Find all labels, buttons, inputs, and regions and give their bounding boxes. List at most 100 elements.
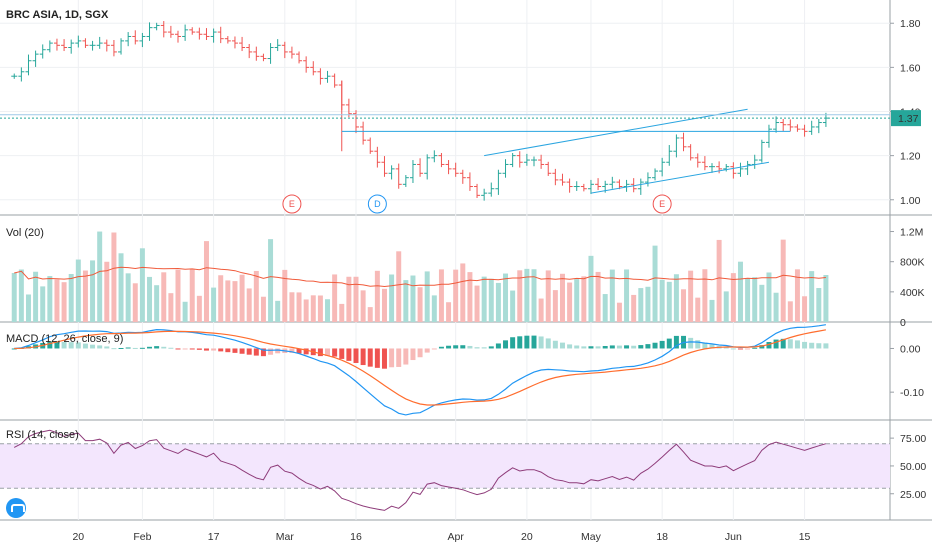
price-bar (239, 36, 246, 52)
price-bar (402, 175, 409, 187)
macd-histogram-bar (189, 348, 195, 350)
volume-bar (40, 286, 46, 322)
macd-histogram-bar (773, 339, 779, 349)
price-bar (744, 160, 751, 176)
price-bar (53, 38, 60, 51)
macd-histogram-bar (588, 346, 594, 349)
volume-bar (18, 269, 24, 322)
macd-histogram-bar (688, 337, 694, 349)
price-bar (118, 38, 125, 55)
volume-bar (524, 268, 530, 322)
macd-histogram-bar (410, 348, 416, 361)
macd-histogram-bar (524, 335, 530, 349)
macd-histogram-bar (403, 348, 409, 365)
volume-bar (816, 288, 822, 322)
event-label: E (289, 199, 295, 209)
volume-bar (218, 275, 224, 322)
price-bar (132, 30, 139, 45)
price-bar (523, 153, 530, 166)
macd-histogram-bar (104, 346, 110, 349)
volume-bar (517, 270, 523, 322)
volume-bar (638, 288, 644, 322)
macd-histogram-bar (737, 348, 743, 350)
volume-bar (424, 271, 430, 322)
volume-bar (346, 276, 352, 322)
price-bar (353, 110, 359, 134)
price-bar (587, 179, 594, 195)
macd-histogram-bar (488, 346, 494, 349)
x-tick-label: 16 (350, 531, 362, 543)
macd-histogram-bar (417, 348, 423, 358)
price-bar (153, 22, 160, 31)
volume-bar (595, 271, 601, 322)
volume-bar (303, 299, 309, 322)
price-bar (125, 32, 132, 47)
volume-bar (339, 303, 345, 322)
volume-bar (232, 281, 238, 322)
price-bar (310, 61, 317, 76)
price-bar (516, 151, 523, 168)
macd-histogram-bar (695, 340, 701, 349)
volume-bar (552, 290, 558, 322)
price-bar (580, 183, 587, 192)
macd-histogram-bar (97, 345, 103, 349)
price-bar (231, 36, 238, 49)
price-bar (552, 168, 559, 186)
macd-histogram-bar (595, 346, 601, 349)
last-price-badge (891, 110, 921, 127)
macd-histogram-bar (232, 348, 238, 353)
price-bar (68, 39, 75, 54)
volume-bar (609, 269, 615, 322)
macd-histogram-bar (168, 347, 174, 349)
volume-bar (33, 271, 39, 322)
tradingview-logo-icon[interactable] (6, 498, 26, 518)
macd-histogram-bar (574, 345, 580, 349)
price-bar (146, 22, 153, 41)
volume-bar (467, 272, 473, 322)
volume-bar (531, 269, 537, 322)
macd-histogram-bar (802, 341, 808, 349)
macd-histogram-bar (545, 338, 551, 349)
price-bar (61, 39, 68, 52)
price-bar (758, 139, 765, 163)
price-bar (189, 27, 196, 35)
price-bar (481, 188, 488, 201)
price-bar (317, 68, 324, 85)
volume-bar (260, 296, 266, 322)
volume-bar (431, 295, 437, 322)
volume-bar (61, 282, 67, 322)
macd-histogram-bar (346, 348, 352, 361)
macd-histogram-bar (438, 346, 444, 349)
event-marker-E: E (652, 194, 672, 214)
volume-bar (453, 269, 459, 322)
price-bar (509, 152, 516, 168)
price-bar (666, 145, 673, 166)
volume-bar (396, 251, 402, 322)
volume-bar (730, 273, 736, 322)
macd-histogram-bar (631, 345, 637, 349)
volume-bar (488, 278, 494, 322)
macd-tick-label: -0.10 (900, 387, 924, 399)
price-bar (303, 56, 310, 73)
price-bar (495, 169, 502, 195)
price-bar (573, 181, 580, 191)
volume-bar (716, 239, 722, 322)
macd-histogram-bar (745, 348, 751, 350)
volume-bar (154, 285, 160, 322)
event-label: D (374, 199, 381, 209)
volume-bar (802, 296, 808, 322)
macd-histogram-bar (503, 340, 509, 349)
price-bar (203, 28, 210, 41)
price-bar (595, 178, 602, 191)
volume-bar (374, 270, 380, 322)
volume-bar (787, 301, 793, 322)
price-tick-label: 1.60 (900, 62, 921, 74)
macd-histogram-bar (602, 346, 608, 349)
price-bar (545, 161, 552, 176)
upper-channel-line (484, 108, 748, 157)
volume-tick-label: 0 (900, 317, 906, 329)
volume-bar (581, 276, 587, 322)
volume-bar (588, 255, 594, 322)
price-bar (616, 179, 623, 190)
